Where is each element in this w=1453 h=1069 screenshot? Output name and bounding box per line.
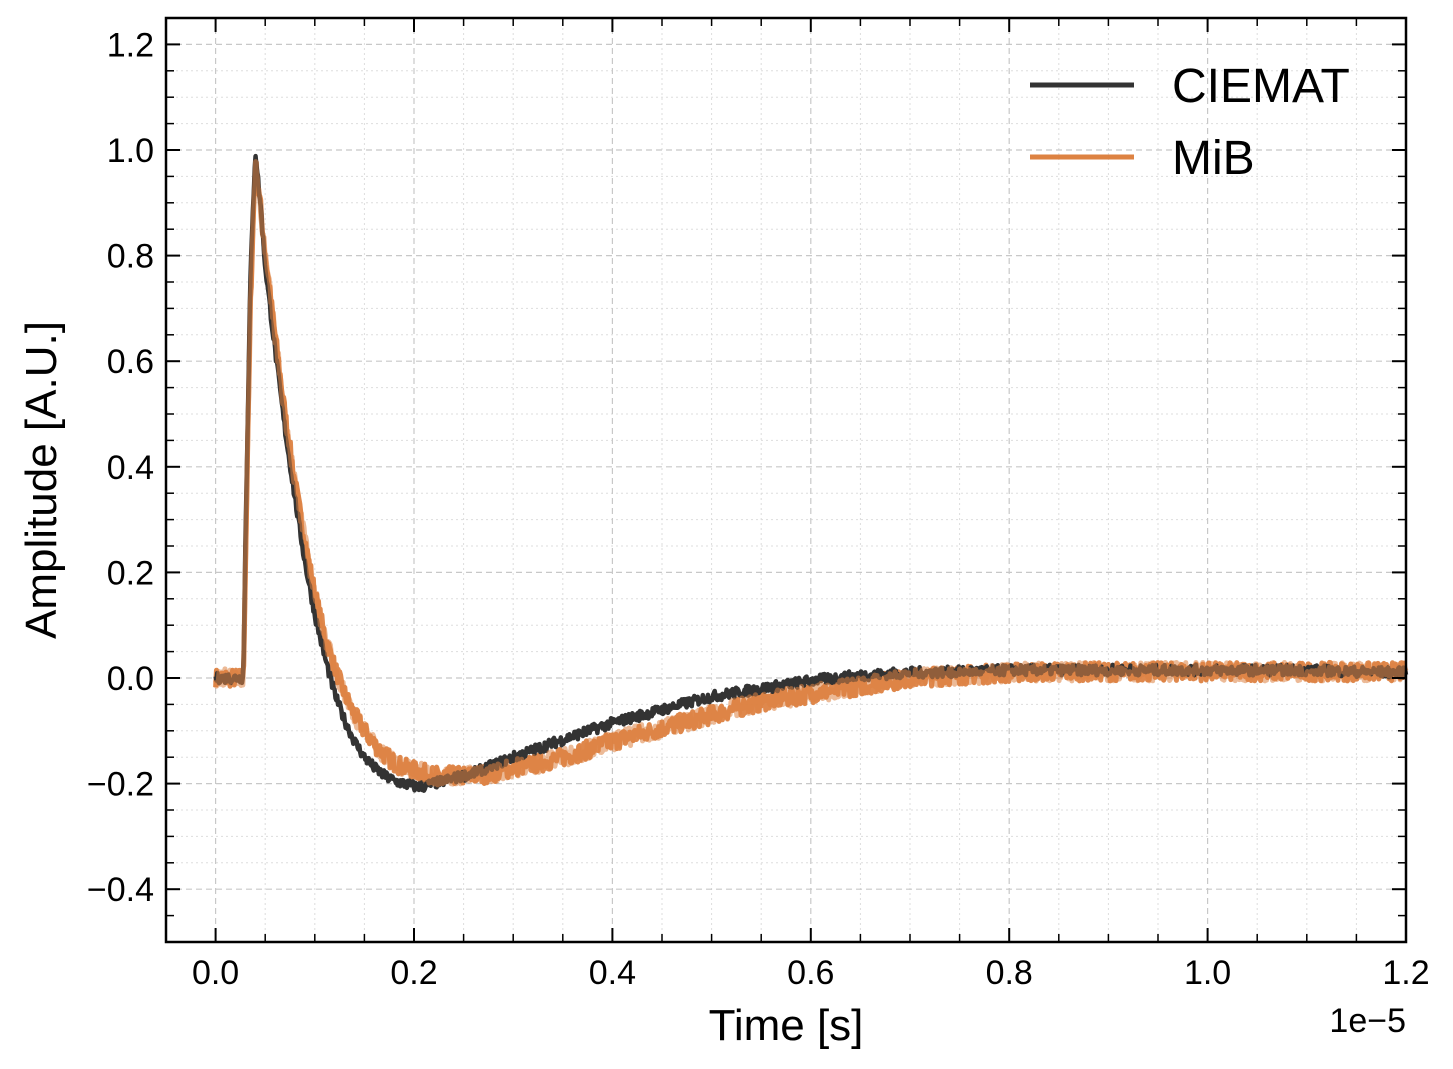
- x-axis-offset-label: 1e−5: [1329, 1002, 1406, 1040]
- minor-grid: [165, 18, 1406, 942]
- plot-frame: [164, 16, 1408, 944]
- y-axis-label: Amplitude [A.U.]: [17, 321, 66, 639]
- y-tick-label: 0.4: [107, 449, 154, 487]
- legend: CIEMAT MiB: [1030, 60, 1350, 185]
- x-tick-label: 1.0: [1184, 954, 1231, 992]
- y-tick-label: 1.0: [107, 132, 154, 170]
- tick-labels: 0.0 0.2 0.4 0.6 0.8 1.0 1.2 −0.4 −0.2 0.0 0.2 0.4 0.…: [87, 26, 1430, 992]
- x-axis-label: Time [s]: [709, 1001, 864, 1050]
- y-tick-label: −0.4: [87, 871, 154, 909]
- y-tick-label: 0.0: [107, 660, 154, 698]
- y-tick-label: 1.2: [107, 26, 154, 64]
- ticks: [165, 18, 1407, 942]
- series-line-mib: [213, 159, 1409, 788]
- x-tick-label: 0.6: [787, 954, 834, 992]
- x-tick-label: 0.0: [192, 954, 239, 992]
- x-tick-label: 0.4: [589, 954, 636, 992]
- x-tick-label: 0.2: [390, 954, 437, 992]
- legend-label-ciemat: CIEMAT: [1172, 60, 1350, 113]
- y-tick-label: 0.6: [107, 343, 154, 381]
- y-tick-label: 0.8: [107, 238, 154, 276]
- x-tick-label: 1.2: [1382, 954, 1429, 992]
- legend-label-mib: MiB: [1172, 132, 1255, 185]
- series-layer: [213, 153, 1409, 793]
- y-tick-label: 0.2: [107, 554, 154, 592]
- x-tick-label: 0.8: [986, 954, 1033, 992]
- y-tick-label: −0.2: [87, 766, 154, 804]
